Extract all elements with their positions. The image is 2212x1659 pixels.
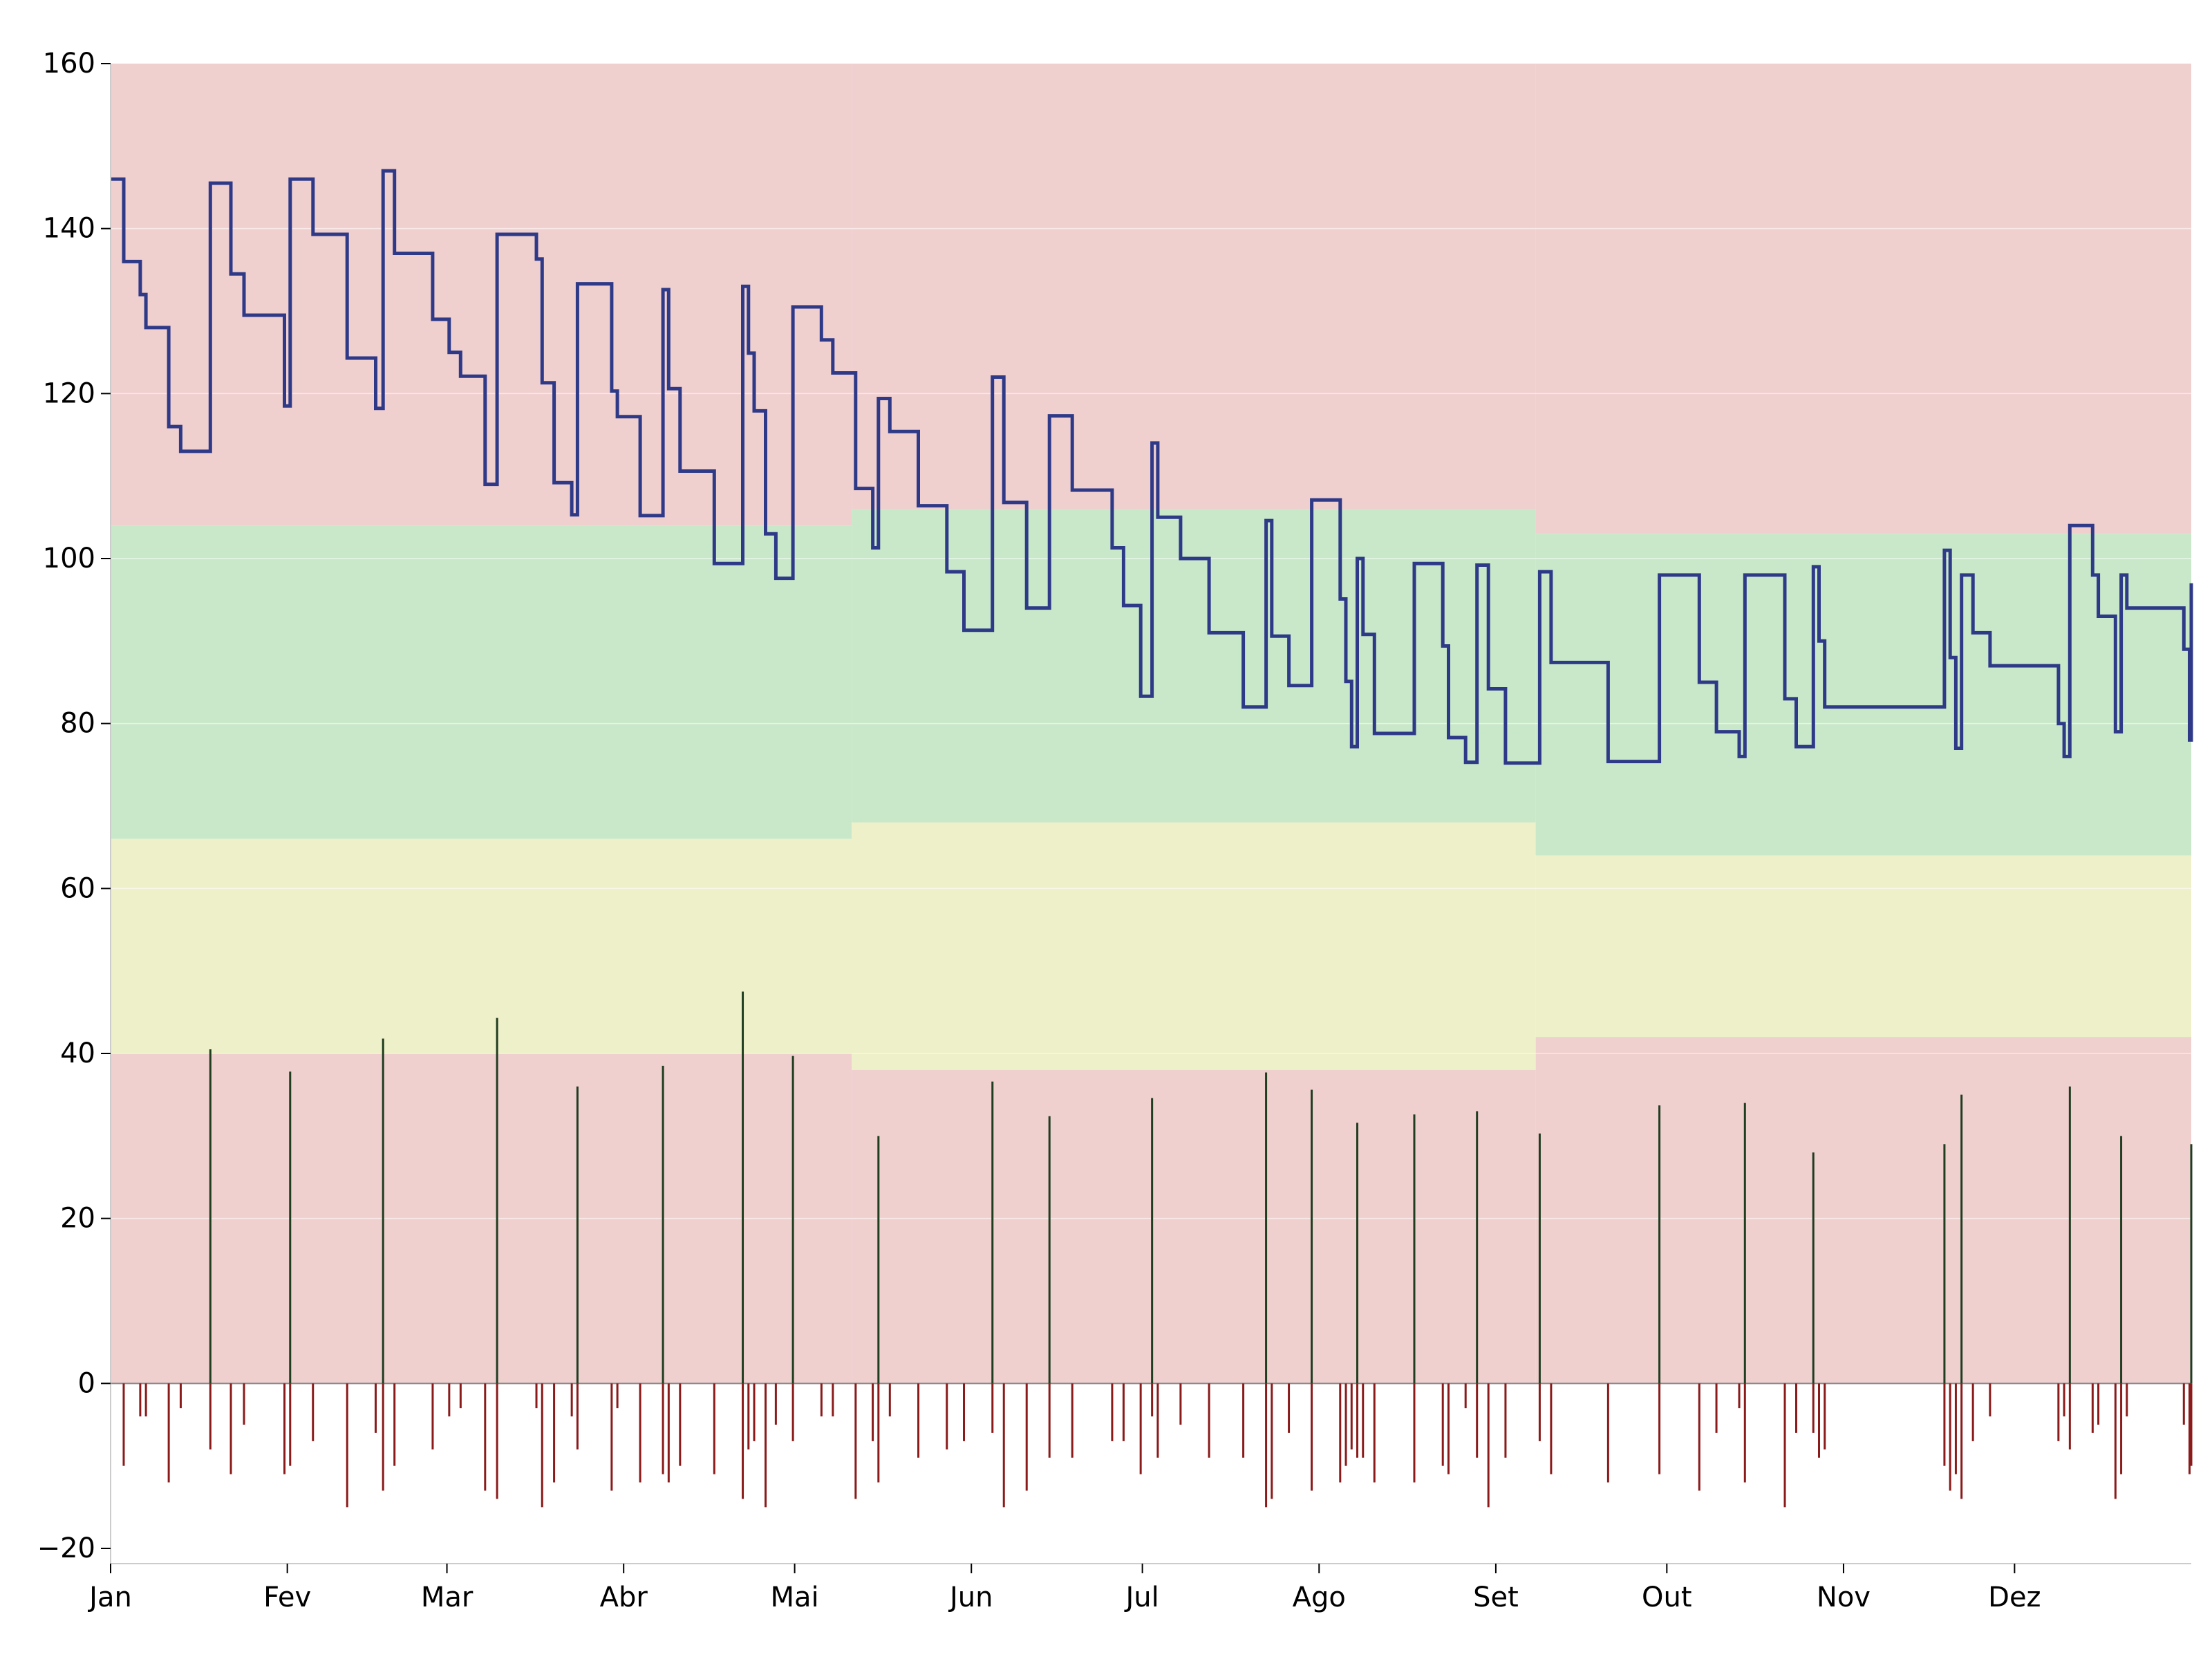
band-green-1: [852, 509, 1536, 823]
y-tick-label-160: 160: [43, 48, 95, 79]
band-green-0: [111, 525, 852, 839]
band-yellow-1: [852, 822, 1536, 1070]
band-red-lower-2: [1535, 1037, 2191, 1384]
axes: [110, 64, 2191, 1564]
tick-labels: 160 140 120 100 80 60 40 20 0 −20 Jan Fev Mar Abr Mai J…: [37, 48, 2041, 1613]
x-tick-label-Mar: Mar: [421, 1582, 474, 1613]
x-tick-label-Dez: Dez: [1988, 1582, 2041, 1613]
y-tick-label-140: 140: [43, 213, 95, 245]
y-tick-label-120: 120: [43, 377, 95, 409]
x-tick-label-Out: Out: [1642, 1582, 1692, 1613]
band-red-lower-1: [852, 1069, 1536, 1384]
x-tick-label-Set: Set: [1473, 1582, 1519, 1613]
y-tick-label--20: −20: [37, 1533, 95, 1564]
x-tick-label-Mai: Mai: [771, 1582, 819, 1613]
y-tick-label-20: 20: [60, 1203, 95, 1235]
x-tick-label-Ago: Ago: [1293, 1582, 1346, 1613]
band-red-upper-0: [111, 64, 852, 526]
change-bars: [111, 991, 2193, 1508]
x-tick-label-Jan: Jan: [87, 1582, 132, 1613]
x-tick-label-Nov: Nov: [1817, 1582, 1871, 1613]
band-red-upper-2: [1535, 64, 2191, 534]
x-tick-label-Jun: Jun: [948, 1582, 993, 1613]
level-line-0: [111, 169, 2193, 765]
x-tick-label-Abr: Abr: [600, 1582, 648, 1613]
band-green-2: [1535, 534, 2191, 856]
band-red-upper-1: [852, 64, 1536, 509]
y-tick-label-80: 80: [60, 708, 95, 740]
band-yellow-2: [1535, 855, 2191, 1038]
band-yellow-0: [111, 838, 852, 1053]
x-tick-label-Fev: Fev: [263, 1582, 311, 1613]
y-tick-label-0: 0: [78, 1367, 95, 1399]
gridlines: [111, 227, 2191, 1549]
y-tick-label-40: 40: [60, 1038, 95, 1069]
level-series: [111, 169, 2193, 765]
y-tick-label-100: 100: [43, 543, 95, 574]
y-tick-label-60: 60: [60, 872, 95, 904]
x-tick-label-Jul: Jul: [1123, 1582, 1159, 1613]
background-bands: [111, 64, 2191, 1384]
